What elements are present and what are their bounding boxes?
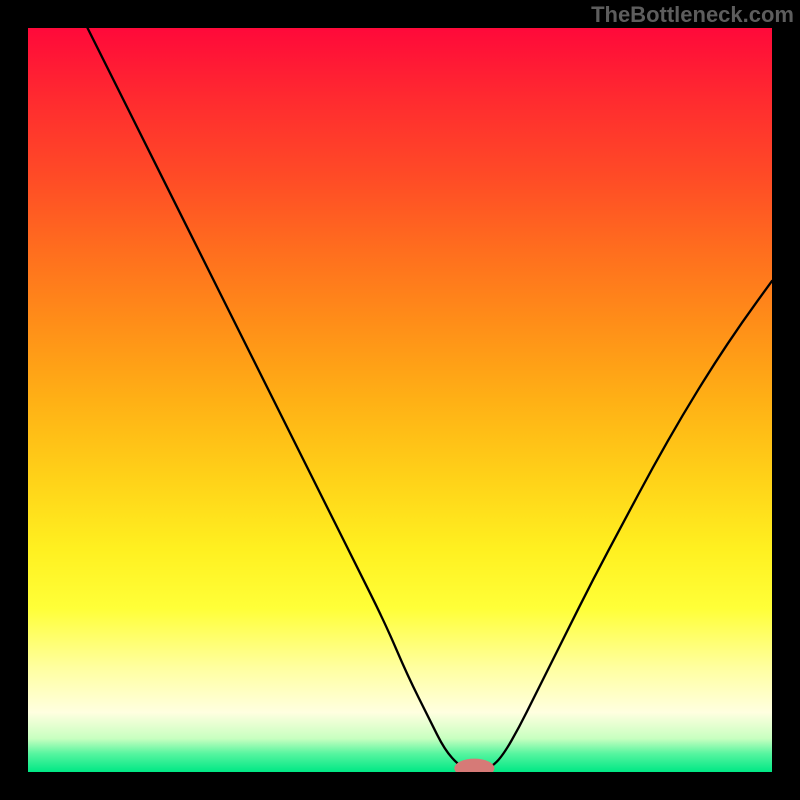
curve-svg [28,28,772,772]
bottleneck-chart: TheBottleneck.com [0,0,800,800]
watermark-label: TheBottleneck.com [591,2,794,28]
plot-area [28,28,772,772]
optimal-marker [454,759,494,772]
bottleneck-curve [88,28,772,771]
